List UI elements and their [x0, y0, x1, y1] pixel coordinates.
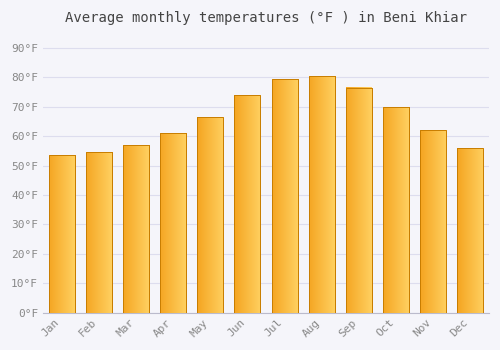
Bar: [420, 130, 446, 313]
Bar: [272, 79, 297, 313]
Bar: [272, 79, 297, 313]
Bar: [346, 88, 372, 313]
Bar: [383, 107, 409, 313]
Bar: [234, 95, 260, 313]
Bar: [123, 145, 149, 313]
Bar: [458, 148, 483, 313]
Bar: [308, 76, 334, 313]
Bar: [420, 130, 446, 313]
Bar: [234, 95, 260, 313]
Bar: [383, 107, 409, 313]
Bar: [308, 76, 334, 313]
Bar: [160, 133, 186, 313]
Bar: [48, 155, 74, 313]
Bar: [48, 155, 74, 313]
Bar: [123, 145, 149, 313]
Bar: [197, 117, 223, 313]
Bar: [160, 133, 186, 313]
Bar: [458, 148, 483, 313]
Title: Average monthly temperatures (°F ) in Beni Khiar: Average monthly temperatures (°F ) in Be…: [65, 11, 467, 25]
Bar: [346, 88, 372, 313]
Bar: [197, 117, 223, 313]
Bar: [86, 152, 112, 313]
Bar: [86, 152, 112, 313]
